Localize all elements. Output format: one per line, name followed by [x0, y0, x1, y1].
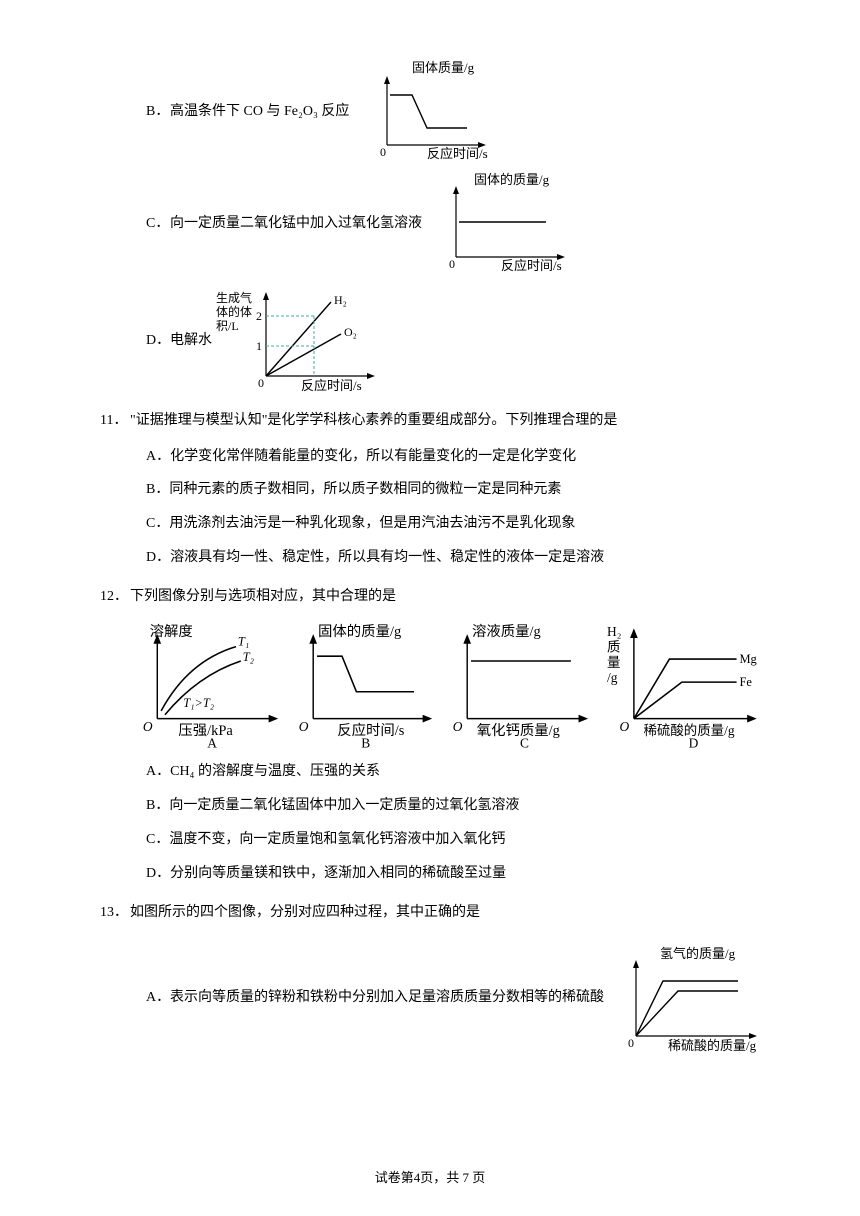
q11-b: B．同种元素的质子数相同，所以质子数相同的微粒一定是同种元素 — [146, 478, 770, 502]
svg-text:固体质量/g: 固体质量/g — [412, 60, 475, 75]
q12-chart-b: 固体的质量/g O 反应时间/s B — [294, 620, 438, 750]
svg-text:压强/kPa: 压强/kPa — [178, 722, 233, 739]
q13-intro: 13．如图所示的四个图像，分别对应四种过程，其中正确的是 — [100, 900, 770, 927]
q12-a: A．CH₄ 的溶解度与温度、压强的关系 — [146, 760, 770, 784]
q12-chart-a: 溶解度 T₁ T₂ T₁>T₂ O 压强/kPa A — [140, 620, 284, 750]
svg-text:A: A — [207, 736, 217, 751]
option-b-chart: 固体质量/g 0 反应时间/s — [357, 60, 497, 160]
svg-text:O: O — [143, 719, 153, 734]
svg-text:反应时间/s: 反应时间/s — [501, 258, 562, 272]
svg-text:T₁>T₂: T₁>T₂ — [183, 696, 215, 710]
svg-text:0: 0 — [449, 257, 455, 271]
q12-chart-d: H₂ 质 量 /g Mg Fe O 稀硫酸的质量/g D — [607, 620, 770, 750]
svg-text:0: 0 — [258, 376, 264, 390]
q13-a-chart: 氢气的质量/g 0 稀硫酸的质量/g — [608, 946, 773, 1056]
option-c-chart: 固体的质量/g 0 反应时间/s — [426, 172, 576, 272]
svg-text:反应时间/s: 反应时间/s — [301, 378, 362, 393]
svg-text:积/L: 积/L — [216, 319, 239, 333]
svg-text:反应时间/s: 反应时间/s — [427, 146, 488, 160]
svg-text:O: O — [619, 719, 629, 734]
q12-charts: 溶解度 T₁ T₂ T₁>T₂ O 压强/kPa A 固体的质量/g O 反应时… — [140, 620, 770, 750]
svg-text:H₂: H₂ — [607, 624, 621, 639]
q12-d: D．分别向等质量镁和铁中，逐渐加入相同的稀硫酸至过量 — [146, 862, 770, 886]
svg-text:固体的质量/g: 固体的质量/g — [474, 172, 550, 187]
svg-text:O₂: O₂ — [344, 325, 357, 339]
option-b-text: 高温条件下 CO 与 Fe₂O₃ 反应 — [170, 100, 349, 120]
q12-chart-c: 溶液质量/g O 氧化钙质量/g C — [448, 620, 597, 750]
svg-text:2: 2 — [256, 309, 262, 323]
q11-num: 11． — [100, 408, 130, 435]
svg-text:体的体: 体的体 — [216, 304, 252, 319]
option-c-text: 向一定质量二氧化锰中加入过氧化氢溶液 — [170, 212, 422, 232]
option-d-text: 电解水 — [170, 329, 212, 349]
q11-c: C．用洗涤剂去油污是一种乳化现象，但是用汽油去油污不是乳化现象 — [146, 512, 770, 536]
option-d-label: D． — [146, 329, 170, 349]
option-d-chart: 生成气 体的体 积/L H₂ O₂ 2 1 0 反应时间/s — [216, 284, 391, 394]
q12-c: C．温度不变，向一定质量饱和氢氧化钙溶液中加入氧化钙 — [146, 828, 770, 852]
svg-text:T₁: T₁ — [238, 635, 249, 649]
q13-a-label: A． — [146, 946, 170, 1006]
q11-intro: 11．"证据推理与模型认知"是化学学科核心素养的重要组成部分。下列推理合理的是 — [100, 408, 770, 435]
q13-a-text: 表示向等质量的锌粉和铁粉中分别加入足量溶质质量分数相等的稀硫酸 — [170, 946, 604, 1006]
q12-b: B．向一定质量二氧化锰固体中加入一定质量的过氧化氢溶液 — [146, 794, 770, 818]
svg-text:C: C — [520, 736, 529, 751]
svg-text:O: O — [299, 719, 309, 734]
q12-num: 12． — [100, 584, 130, 611]
svg-text:B: B — [361, 736, 370, 751]
svg-text:1: 1 — [256, 339, 262, 353]
option-c-label: C． — [146, 212, 170, 232]
svg-text:D: D — [688, 736, 698, 751]
svg-text:生成气: 生成气 — [216, 290, 252, 305]
svg-text:氧化钙质量/g: 氧化钙质量/g — [477, 722, 560, 739]
svg-text:H₂: H₂ — [334, 293, 347, 307]
q11-d: D．溶液具有均一性、稳定性，所以具有均一性、稳定性的液体一定是溶液 — [146, 546, 770, 570]
svg-text:溶液质量/g: 溶液质量/g — [472, 623, 541, 640]
page-footer: 试卷第4页，共 7 页 — [0, 1167, 860, 1186]
svg-text:Mg: Mg — [739, 652, 756, 666]
option-b-label: B． — [146, 100, 170, 120]
svg-text:固体的质量/g: 固体的质量/g — [318, 623, 401, 640]
q13-num: 13． — [100, 900, 130, 927]
svg-text:T₂: T₂ — [243, 650, 255, 664]
svg-text:稀硫酸的质量/g: 稀硫酸的质量/g — [668, 1038, 757, 1053]
svg-text:Fe: Fe — [739, 675, 752, 689]
q12-intro: 12．下列图像分别与选项相对应，其中合理的是 — [100, 584, 770, 611]
q11-a: A．化学变化常伴随着能量的变化，所以有能量变化的一定是化学变化 — [146, 445, 770, 469]
svg-text:O: O — [453, 719, 463, 734]
svg-text:氢气的质量/g: 氢气的质量/g — [660, 946, 736, 961]
svg-text:质: 质 — [607, 640, 620, 655]
svg-text:反应时间/s: 反应时间/s — [337, 721, 405, 739]
svg-text:量: 量 — [607, 655, 620, 670]
svg-text:0: 0 — [628, 1036, 634, 1050]
svg-text:/g: /g — [607, 670, 618, 685]
svg-text:0: 0 — [380, 145, 386, 159]
